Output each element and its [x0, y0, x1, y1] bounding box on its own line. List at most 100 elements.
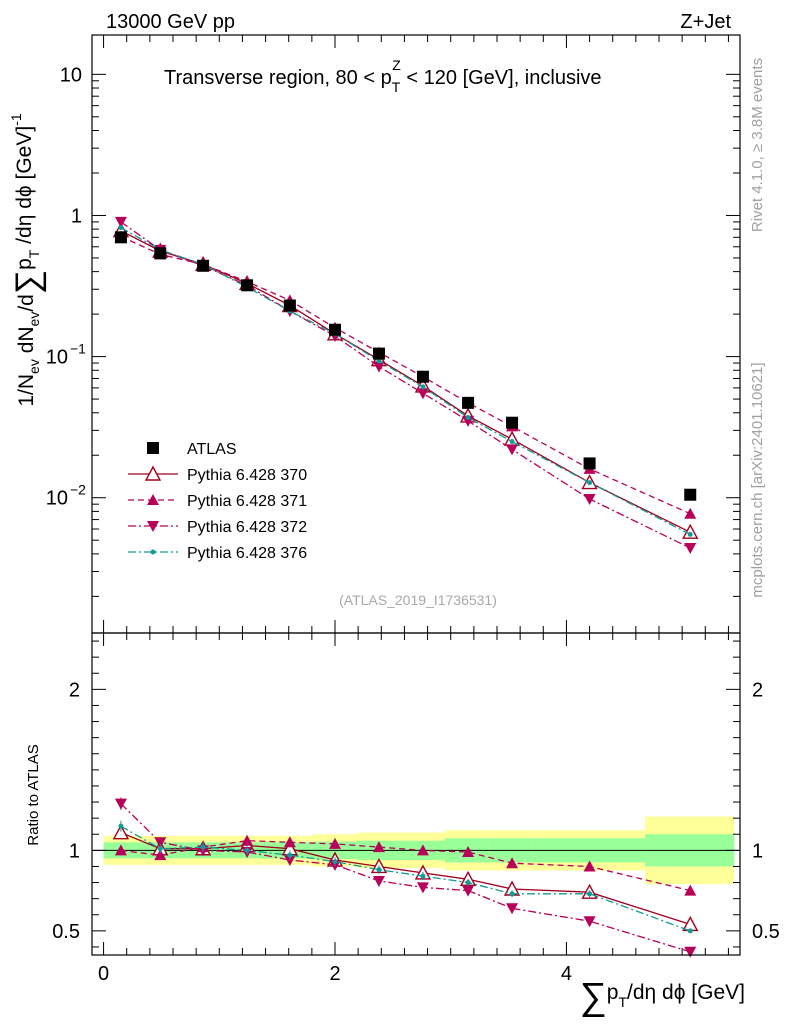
point-p372: [684, 543, 697, 555]
ratio-point-p372: [583, 916, 596, 928]
legend-entry-p371: Pythia 6.428 371: [128, 493, 307, 510]
x-tick-label: 2: [329, 963, 340, 985]
ratio-point-p376: [687, 928, 693, 934]
point-atlas: [329, 323, 341, 336]
header-process-label: Z+Jet: [680, 11, 731, 33]
analysis-id-label: (ATLAS_2019_I1736531): [339, 592, 497, 608]
legend-label-p371: Pythia 6.428 371: [187, 493, 307, 510]
point-atlas: [684, 488, 697, 501]
legend-entry-atlas: ATLAS: [147, 441, 237, 458]
point-p376: [509, 439, 515, 445]
ratio-point-p372: [372, 875, 385, 887]
main-plot-title: Transverse region, 80 < pTZ < 120 [GeV],…: [164, 57, 602, 95]
y-tick-label: 1: [71, 205, 82, 227]
point-p376: [587, 480, 593, 486]
ratio-y-tick-label-right: 1: [752, 840, 763, 862]
legend-entry-p370: Pythia 6.428 370: [128, 465, 307, 484]
point-atlas: [197, 259, 210, 272]
ratio-y-tick-label-right: 2: [752, 679, 763, 701]
point-atlas: [241, 279, 254, 292]
ratio-point-p372: [114, 798, 127, 810]
y-axis-label: 1/Nev dNev/d∑pT /dη dϕ [GeV]-1: [8, 113, 47, 406]
legend-label-p372: Pythia 6.428 372: [187, 519, 307, 536]
point-atlas: [114, 231, 127, 244]
mcplots-label: mcplots.cern.ch [arXiv:2401.10621]: [749, 362, 766, 597]
y-tick-label: 10: [46, 488, 68, 510]
legend-marker-atlas: [147, 442, 159, 454]
legend-entry-p376: Pythia 6.428 376: [128, 545, 307, 562]
ratio-plot-frame: [91, 632, 741, 956]
header-energy-label: 13000 GeV pp: [106, 11, 235, 33]
ratio-point-p371: [114, 844, 127, 856]
point-atlas: [416, 370, 429, 383]
legend-label-p370: Pythia 6.428 370: [187, 467, 307, 484]
ratio-point-p371: [684, 884, 697, 896]
point-atlas: [154, 247, 167, 260]
legend-label-atlas: ATLAS: [187, 441, 237, 458]
ratio-y-tick-label-right: 0.5: [752, 921, 780, 943]
ratio-point-p371: [329, 837, 341, 849]
legend-entry-p372: Pythia 6.428 372: [128, 519, 307, 536]
ratio-point-p371: [283, 836, 296, 848]
point-atlas: [583, 457, 596, 470]
series-line-p372: [120, 221, 691, 549]
ratio-point-p376: [157, 846, 163, 852]
point-p376: [687, 531, 693, 537]
ratio-point-p376: [332, 859, 338, 865]
ratio-point-p376: [587, 891, 593, 897]
series-line-p371: [120, 235, 691, 515]
ratio-point-p376: [465, 880, 471, 886]
point-p372: [416, 388, 429, 400]
legend-marker-p371: [147, 494, 159, 505]
ratio-y-tick-label-left: 0.5: [52, 921, 80, 943]
ratio-point-p376: [118, 823, 124, 829]
ratio-point-p371: [241, 834, 254, 846]
ratio-point-p376: [420, 873, 426, 879]
point-p372: [462, 415, 475, 427]
point-p372: [372, 361, 385, 373]
point-atlas: [372, 347, 385, 360]
point-p372: [114, 216, 127, 228]
ratio-y-axis-label: Ratio to ATLAS: [25, 744, 42, 845]
point-p370: [682, 523, 699, 539]
ratio-line-p372: [120, 803, 691, 953]
rivet-version-label: Rivet 4.1.0, ≥ 3.8M events: [749, 58, 766, 232]
ratio-point-p371: [372, 841, 385, 853]
series-line-p376: [120, 227, 691, 535]
legend: ATLAS Pythia 6.428 370 Pythia 6.428 371 Pyt…: [128, 441, 307, 562]
legend-marker-p376: [150, 549, 156, 555]
point-p376: [420, 384, 426, 390]
point-atlas: [506, 416, 519, 429]
ratio-y-tick-label-left: 2: [69, 679, 80, 701]
ratio-point-p372: [506, 903, 519, 915]
ratio-point-p371: [154, 849, 167, 861]
ratio-point-p376: [287, 852, 293, 858]
ratio-point-p371: [506, 857, 519, 869]
legend-label-p376: Pythia 6.428 376: [187, 545, 307, 562]
ratio-point-p376: [376, 867, 382, 873]
point-p376: [376, 358, 382, 364]
ratio-point-p371: [416, 844, 429, 856]
series-p376: [118, 225, 693, 934]
ratio-point-p371: [462, 845, 475, 857]
ratio-point-p372: [283, 855, 296, 867]
point-p376: [465, 415, 471, 421]
data-series: [112, 216, 699, 958]
y-tick-exponent: −1: [70, 341, 86, 357]
point-p372: [583, 493, 596, 505]
point-p371: [684, 507, 697, 519]
ratio-point-p372: [416, 882, 429, 894]
ratio-line-p376: [120, 825, 691, 932]
x-tick-label: 4: [561, 963, 572, 985]
ratio-point-p372: [154, 837, 167, 849]
y-tick-exponent: −2: [70, 482, 86, 498]
ratio-point-p372: [462, 885, 475, 897]
point-p372: [506, 444, 519, 456]
point-p376: [118, 225, 124, 231]
ratio-point-p371: [583, 860, 596, 872]
ratio-y-tick-label-left: 1: [69, 840, 80, 862]
legend-marker-p370: [144, 465, 162, 481]
ratio-point-p372: [684, 946, 697, 958]
